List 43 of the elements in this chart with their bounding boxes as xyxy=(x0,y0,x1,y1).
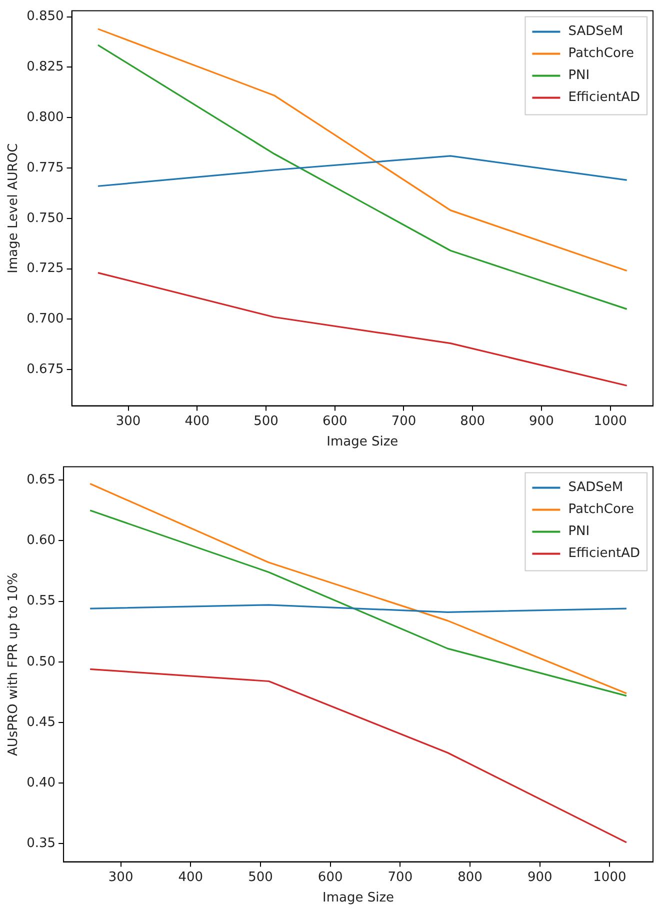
x-tick-label: 300 xyxy=(116,414,141,429)
x-tick-label: 1000 xyxy=(594,414,627,429)
x-tick-label: 700 xyxy=(391,414,416,429)
y-tick-label: 0.700 xyxy=(26,312,64,327)
y-tick-label: 0.850 xyxy=(26,9,64,24)
x-tick-label: 1000 xyxy=(593,870,626,885)
legend-label: PNI xyxy=(568,68,590,84)
y-tick-label: 0.65 xyxy=(26,472,56,488)
y-axis-title: Image Level AUROC xyxy=(6,143,22,274)
x-tick-label: 600 xyxy=(322,414,348,429)
x-tick-label: 400 xyxy=(178,870,204,885)
y-tick-label: 0.55 xyxy=(26,594,56,609)
x-tick-label: 500 xyxy=(248,870,273,885)
y-tick-label: 0.35 xyxy=(26,836,56,851)
legend-label: EfficientAD xyxy=(568,546,640,562)
y-tick-label: 0.60 xyxy=(26,533,56,548)
x-tick-label: 800 xyxy=(460,414,485,429)
x-tick-label: 900 xyxy=(529,414,554,429)
x-tick-label: 900 xyxy=(527,870,552,885)
x-tick-label: 300 xyxy=(108,870,134,885)
x-tick-label: 600 xyxy=(318,870,343,885)
x-tick-label: 500 xyxy=(254,414,278,429)
x-axis-title: Image Size xyxy=(322,890,394,906)
legend-label: SADSeM xyxy=(568,480,624,496)
legend-label: PatchCore xyxy=(568,502,634,518)
y-tick-label: 0.675 xyxy=(26,362,64,377)
y-tick-label: 0.775 xyxy=(26,160,64,176)
y-tick-label: 0.800 xyxy=(26,110,64,125)
y-tick-label: 0.750 xyxy=(26,210,64,226)
legend-label: EfficientAD xyxy=(568,90,640,106)
x-tick-label: 700 xyxy=(388,870,413,885)
legend-label: SADSeM xyxy=(568,24,624,40)
x-tick-label: 400 xyxy=(184,414,210,429)
y-axis-title: AUsPRO with FPR up to 10% xyxy=(6,572,22,756)
y-tick-label: 0.45 xyxy=(26,714,56,730)
legend-label: PNI xyxy=(568,524,590,540)
x-axis-title: Image Size xyxy=(326,434,398,450)
legend-label: PatchCore xyxy=(568,46,634,62)
y-tick-label: 0.725 xyxy=(26,261,64,276)
y-tick-label: 0.50 xyxy=(26,654,56,670)
y-tick-label: 0.40 xyxy=(26,775,56,790)
x-tick-label: 800 xyxy=(458,870,482,885)
y-tick-label: 0.825 xyxy=(26,60,64,75)
